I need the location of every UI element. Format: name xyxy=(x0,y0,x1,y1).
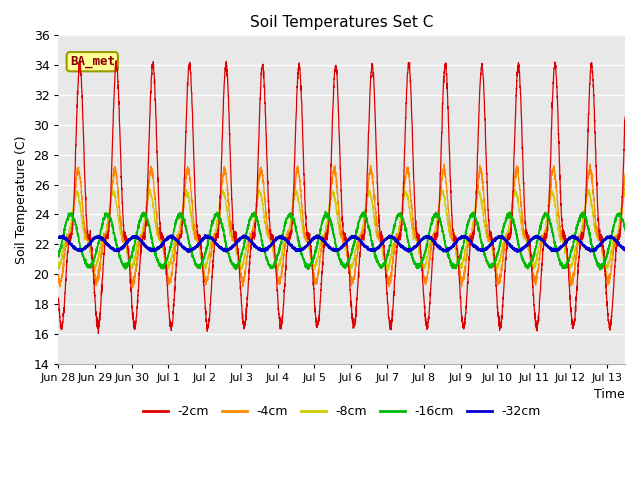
Y-axis label: Soil Temperature (C): Soil Temperature (C) xyxy=(15,135,28,264)
Legend: -2cm, -4cm, -8cm, -16cm, -32cm: -2cm, -4cm, -8cm, -16cm, -32cm xyxy=(138,400,546,423)
X-axis label: Time: Time xyxy=(595,388,625,401)
Text: BA_met: BA_met xyxy=(70,55,115,68)
Title: Soil Temperatures Set C: Soil Temperatures Set C xyxy=(250,15,433,30)
